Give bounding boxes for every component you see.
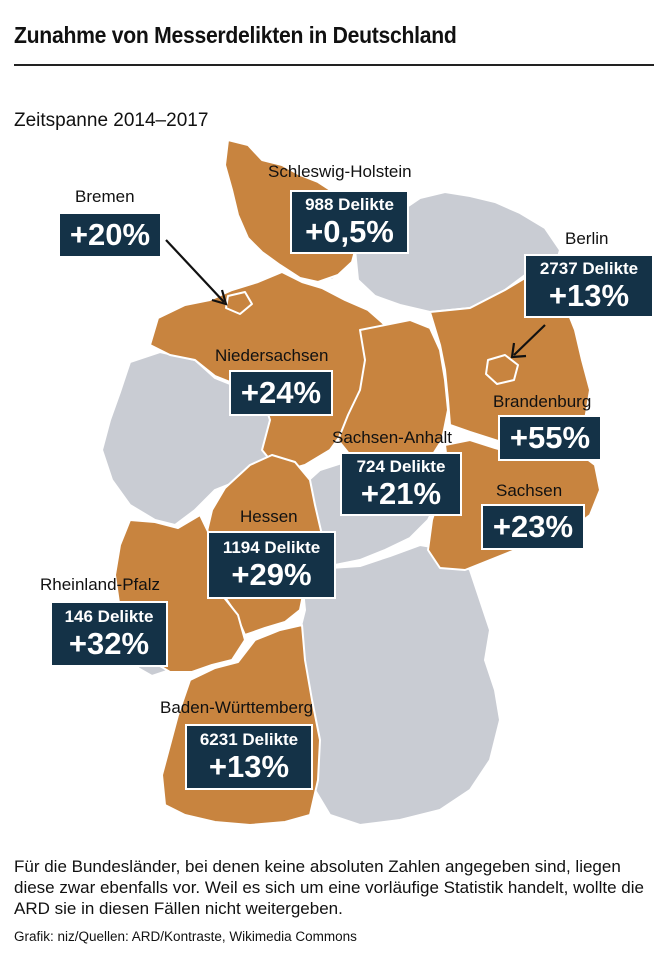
region-bremen (225, 291, 253, 315)
label-schleswig-holstein: Schleswig-Holstein (268, 162, 412, 181)
label-sachsen-anhalt: Sachsen-Anhalt (332, 428, 453, 447)
pct-niedersachsen: +24% (240, 375, 322, 410)
label-sachsen: Sachsen (496, 481, 563, 500)
label-baden-wuerttemberg: Baden-Württemberg (160, 698, 314, 717)
count-sachsen-anhalt: 724 Delikte (356, 457, 446, 476)
bremen-arrowhead (211, 289, 228, 306)
count-hessen: 1194 Delikte (222, 538, 321, 557)
pct-schleswig-holstein: +0,5% (305, 214, 394, 249)
count-berlin: 2737 Delikte (539, 259, 639, 278)
box-brandenburg: +55% (498, 415, 602, 461)
pct-brandenburg: +55% (509, 420, 591, 455)
bremen-arrow (165, 239, 225, 303)
source-credit: Grafik: niz/Quellen: ARD/Kontraste, Wiki… (14, 929, 357, 944)
pct-sachsen-anhalt: +21% (360, 476, 442, 511)
berlin-arrowhead (510, 342, 527, 359)
footnote: Für die Bundesländer, bei denen keine ab… (14, 857, 644, 918)
subtitle: Zeitspanne 2014–2017 (14, 110, 209, 131)
label-niedersachsen: Niedersachsen (215, 346, 329, 365)
label-berlin: Berlin (565, 229, 609, 248)
pct-baden-wuerttemberg: +13% (208, 749, 290, 784)
box-baden-wuerttemberg: 6231 Delikte +13% (185, 724, 313, 790)
label-bremen: Bremen (75, 187, 135, 206)
count-schleswig-holstein: 988 Delikte (305, 195, 394, 214)
pct-rheinland-pfalz: +32% (68, 626, 150, 661)
box-sachsen: +23% (481, 504, 585, 550)
box-hessen: 1194 Delikte +29% (207, 531, 336, 599)
pct-hessen: +29% (231, 557, 312, 592)
pct-bremen: +20% (69, 217, 151, 252)
box-bremen: +20% (58, 212, 162, 258)
label-rheinland-pfalz: Rheinland-Pfalz (40, 575, 161, 594)
box-schleswig-holstein: 988 Delikte +0,5% (290, 190, 409, 254)
box-berlin: 2737 Delikte +13% (524, 254, 654, 318)
pct-berlin: +13% (548, 278, 630, 313)
box-rheinland-pfalz: 146 Delikte +32% (50, 601, 168, 667)
pct-sachsen: +23% (492, 509, 574, 544)
box-sachsen-anhalt: 724 Delikte +21% (340, 452, 462, 516)
berlin-arrow (513, 324, 546, 356)
region-berlin (485, 354, 519, 385)
label-hessen: Hessen (240, 507, 298, 526)
count-rheinland-pfalz: 146 Delikte (64, 607, 154, 626)
label-brandenburg: Brandenburg (493, 392, 592, 411)
page-title: Zunahme von Messerdelikten in Deutschlan… (14, 22, 457, 48)
title-divider (14, 64, 654, 66)
count-baden-wuerttemberg: 6231 Delikte (199, 730, 299, 749)
box-niedersachsen: +24% (229, 370, 333, 416)
